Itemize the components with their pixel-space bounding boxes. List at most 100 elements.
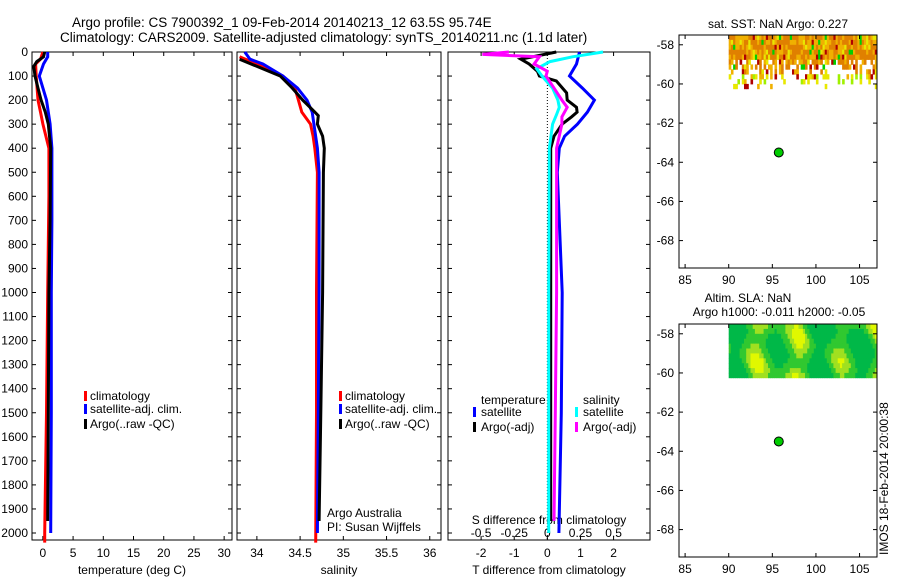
sst-cell (794, 49, 797, 55)
sla-cell (874, 343, 878, 349)
sla-cell (730, 368, 734, 374)
sla-cell (848, 333, 852, 340)
sla-cell (855, 328, 858, 335)
sla-cell (783, 372, 786, 379)
sla-cell (818, 372, 821, 379)
sla-cell (872, 328, 876, 335)
sla-cell (770, 358, 773, 364)
sla-cell (776, 348, 780, 354)
sla-cell (829, 338, 832, 344)
sla-cell (835, 343, 839, 349)
sla-cell (805, 324, 808, 330)
sla-cell (850, 372, 854, 379)
sst-cell (778, 69, 782, 75)
series-line-temperature-satellite (555, 51, 597, 534)
sla-cell (868, 348, 871, 354)
imos-timestamp: IMOS 18-Feb-2014 20:00:38 (877, 402, 891, 555)
sla-cell (783, 338, 786, 344)
sla-cell (765, 338, 769, 344)
sla-cell (811, 353, 815, 359)
sla-cell (763, 338, 767, 344)
sla-cell (831, 363, 834, 369)
sst-cell (774, 64, 778, 70)
sst-cell (783, 79, 786, 85)
sla-cell (863, 338, 867, 344)
sst-cell (837, 54, 841, 60)
sla-cell (807, 343, 810, 349)
sla-cell (800, 348, 804, 354)
sst-cell (872, 49, 876, 55)
sla-cell (853, 368, 856, 374)
sla-cell (846, 338, 850, 344)
sla-cell (768, 363, 771, 369)
sst-cell (844, 35, 847, 41)
sla-cell (783, 363, 786, 369)
sla-cell (765, 368, 769, 374)
lat-tick-label: -60 (657, 366, 675, 380)
sla-cell (837, 324, 841, 330)
lat-tick-label: -64 (657, 155, 675, 169)
sst-cell (794, 35, 797, 41)
sla-cell (752, 328, 756, 335)
sla-cell (737, 343, 740, 349)
sla-cell (748, 363, 751, 369)
sla-cell (776, 368, 780, 374)
sst-cell (872, 39, 876, 46)
sla-cell (835, 338, 839, 344)
sla-cell (839, 338, 843, 344)
sla-cell (796, 338, 799, 344)
sst-cell (815, 79, 819, 85)
sst-cell (789, 59, 793, 65)
sst-cell (787, 59, 791, 65)
sla-cell (781, 368, 784, 374)
sla-cell (829, 348, 832, 354)
sla-cell (848, 338, 852, 344)
sst-cell (839, 54, 843, 60)
sla-cell (772, 324, 775, 330)
sst-cell (839, 35, 843, 41)
sst-cell (796, 64, 799, 70)
sla-cell (774, 328, 778, 335)
sla-cell (833, 348, 836, 354)
sla-cell (831, 358, 834, 364)
sla-cell (741, 348, 745, 354)
sla-cell (800, 372, 804, 379)
sst-cell (787, 35, 791, 41)
sla-cell (811, 343, 815, 349)
lat-tick-label: -62 (657, 405, 675, 419)
sla-cell (805, 368, 808, 374)
sla-cell (800, 338, 804, 344)
sla-cell (807, 348, 810, 354)
sla-cell (774, 363, 778, 369)
sla-cell (853, 333, 856, 340)
sla-cell (805, 333, 808, 340)
sla-cell (802, 358, 806, 364)
sla-cell (778, 353, 782, 359)
sst-cell (739, 35, 743, 41)
sla-cell (763, 372, 767, 379)
sst-cell (837, 59, 841, 65)
sla-cell (746, 348, 749, 354)
sla-cell (792, 358, 795, 364)
sla-cell (796, 358, 799, 364)
sla-cell (846, 343, 850, 349)
legend-heading-salinity: salinity (583, 393, 620, 407)
sla-cell (796, 333, 799, 340)
sla-cell (850, 353, 854, 359)
sla-cell (861, 338, 865, 344)
sla-cell (822, 324, 826, 330)
sla-cell (853, 353, 856, 359)
sla-cell (748, 368, 751, 374)
sst-cell (824, 54, 828, 60)
x-tick-label: 5 (70, 546, 77, 560)
sla-cell (735, 363, 738, 369)
sst-cell (798, 54, 802, 60)
sla-cell (859, 324, 863, 330)
sla-cell (778, 363, 782, 369)
sla-cell (848, 343, 852, 349)
sst-cell (754, 35, 758, 41)
depth-tick-label: 700 (8, 213, 28, 227)
sla-cell (822, 348, 826, 354)
sst-cell (844, 59, 847, 65)
sla-cell (868, 333, 871, 340)
